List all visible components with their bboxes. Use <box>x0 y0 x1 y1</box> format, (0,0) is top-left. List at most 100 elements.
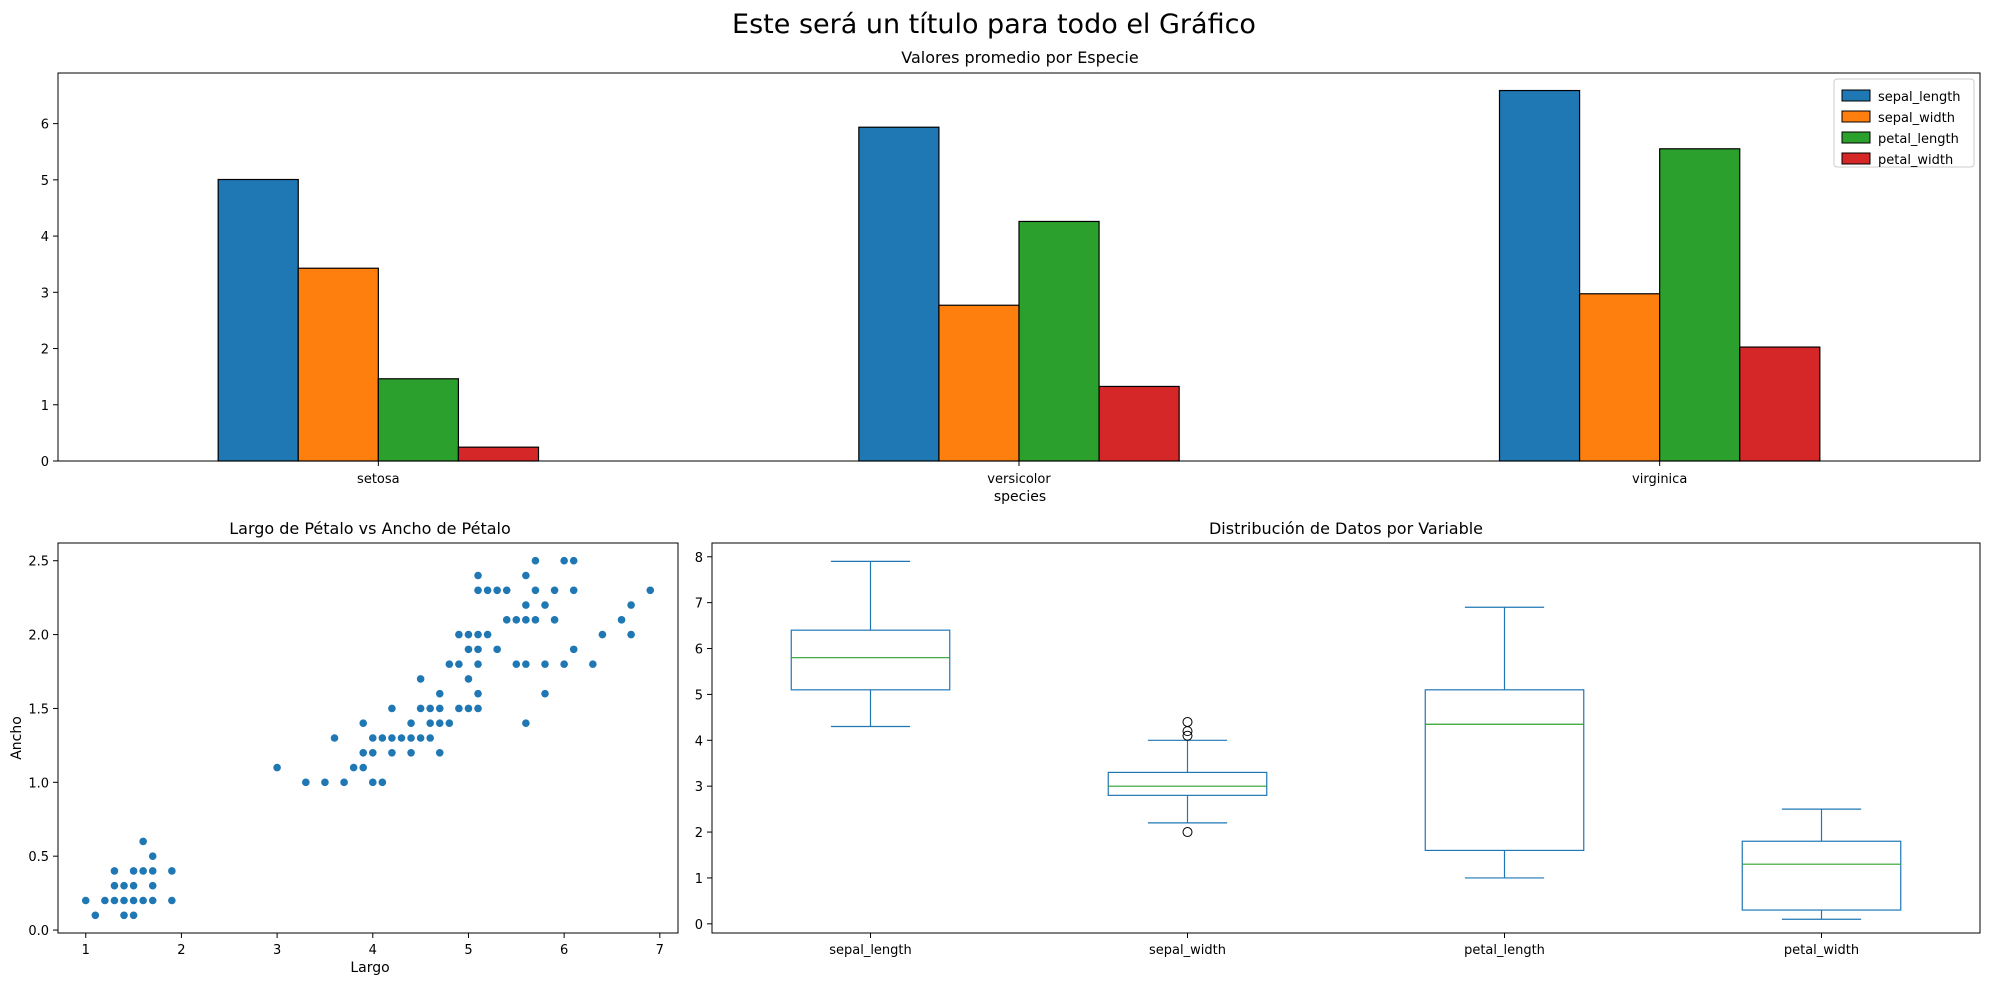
scatter-point <box>148 896 157 905</box>
scatter-point <box>148 881 157 890</box>
x-tick-label: petal_length <box>1464 943 1545 958</box>
scatter-point <box>416 734 425 742</box>
scatter-point <box>531 616 540 624</box>
bar <box>938 304 1020 462</box>
y-tick-label: 7 <box>695 597 703 612</box>
scatter-point <box>569 586 578 595</box>
scatter-point <box>139 867 147 875</box>
x-tick-label: sepal_width <box>1149 943 1226 958</box>
x-tick-label: 3 <box>273 943 281 958</box>
box-outlier <box>1182 827 1193 838</box>
x-tick-label: versicolor <box>987 472 1051 487</box>
box-iqr <box>1107 771 1268 796</box>
scatter-point <box>359 763 368 772</box>
scatter-point <box>512 616 521 624</box>
y-tick-label: 3 <box>41 286 49 301</box>
bar-chart-xlabel: species <box>994 489 1046 505</box>
bar <box>1659 148 1741 462</box>
scatter-point <box>426 719 434 728</box>
scatter-point <box>416 704 425 713</box>
scatter-point <box>464 704 473 713</box>
scatter-point <box>349 763 358 772</box>
scatter-point <box>474 571 482 580</box>
y-tick-label: 6 <box>41 118 49 133</box>
scatter-point <box>617 616 626 624</box>
scatter-point <box>560 556 568 565</box>
scatter-point <box>474 704 482 713</box>
scatter-point <box>522 719 530 728</box>
scatter-point <box>148 852 157 860</box>
scatter-point <box>368 734 377 742</box>
scatter-point <box>378 778 387 787</box>
scatter-point <box>531 556 540 565</box>
scatter-point <box>589 660 597 668</box>
scatter-point <box>129 896 138 905</box>
scatter-point <box>493 586 501 595</box>
scatter-point <box>110 881 119 890</box>
scatter-point <box>368 748 377 757</box>
scatter-point <box>368 778 377 787</box>
legend-label: petal_width <box>1878 153 1953 168</box>
bar <box>1739 346 1821 462</box>
scatter-point <box>359 748 368 757</box>
y-tick-label: 5 <box>695 688 703 703</box>
y-tick-label: 6 <box>695 643 703 658</box>
scatter-point <box>455 660 463 668</box>
x-tick-label: sepal_length <box>829 943 912 958</box>
legend-swatch <box>1841 110 1871 123</box>
scatter-point <box>474 630 482 639</box>
bar <box>217 178 299 462</box>
scatter-point <box>91 911 100 920</box>
scatter-point <box>139 896 147 905</box>
scatter-point <box>522 660 530 668</box>
legend-label: sepal_length <box>1878 90 1961 105</box>
bar <box>858 126 940 462</box>
legend-swatch <box>1841 152 1871 165</box>
scatter-point <box>541 601 549 609</box>
scatter-point <box>302 778 310 787</box>
x-tick-label: setosa <box>357 472 400 487</box>
scatter-point <box>502 586 511 595</box>
scatter-point <box>110 867 119 875</box>
scatter-point <box>120 896 128 905</box>
scatter-point <box>407 748 415 757</box>
scatter-point <box>512 660 521 668</box>
legend-label: sepal_width <box>1878 111 1955 126</box>
x-tick-label: 7 <box>656 943 664 958</box>
scatter-point <box>445 660 454 668</box>
scatter-point <box>378 734 387 742</box>
scatter-point <box>569 556 578 565</box>
scatter-point <box>435 689 444 698</box>
box-chart-title: Distribución de Datos por Variable <box>1209 519 1483 538</box>
x-tick-label: virginica <box>1632 472 1687 487</box>
scatter-point <box>426 704 434 713</box>
scatter-point <box>407 734 415 742</box>
bar-chart-title: Valores promedio por Especie <box>901 48 1138 67</box>
scatter-point <box>407 719 415 728</box>
box-iqr <box>1741 840 1902 911</box>
scatter-point <box>129 867 138 875</box>
bar <box>297 267 379 462</box>
y-tick-label: 1.0 <box>28 776 49 791</box>
legend-swatch <box>1841 131 1871 144</box>
scatter-point <box>455 630 463 639</box>
scatter-point <box>168 867 176 875</box>
scatter-point <box>416 675 425 683</box>
scatter-point <box>81 896 90 905</box>
scatter-point <box>541 660 549 668</box>
scatter-point <box>129 881 138 890</box>
y-tick-label: 0.0 <box>28 924 49 939</box>
plot-frame <box>711 542 1981 934</box>
x-tick-label: 5 <box>464 943 472 958</box>
y-tick-label: 2 <box>41 343 49 358</box>
scatter-point <box>435 704 444 713</box>
scatter-point <box>330 734 339 742</box>
y-tick-label: 3 <box>695 780 703 795</box>
scatter-point <box>483 630 492 639</box>
y-tick-label: 8 <box>695 551 703 566</box>
scatter-point <box>464 675 473 683</box>
scatter-chart-ylabel: Ancho <box>9 716 25 760</box>
bar <box>377 378 460 462</box>
scatter-point <box>388 734 396 742</box>
scatter-point <box>483 586 492 595</box>
